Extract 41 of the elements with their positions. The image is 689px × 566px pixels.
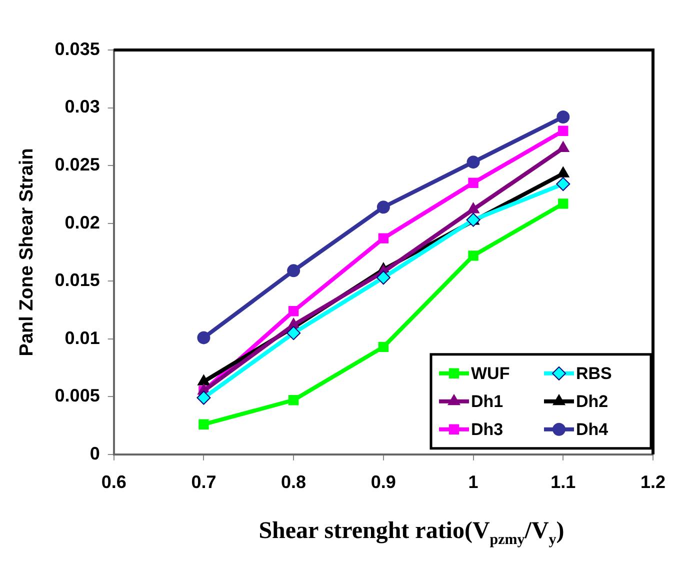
point [286, 326, 301, 340]
point [376, 200, 390, 214]
point [468, 250, 478, 261]
point [196, 390, 211, 405]
legend-label: RBS [576, 364, 612, 384]
point [376, 270, 390, 285]
point [288, 306, 299, 316]
point [378, 233, 389, 244]
x-tick-label: 0.6 [101, 472, 126, 492]
x-tick-label: 1 [468, 472, 478, 492]
y-tick-label: 0.02 [64, 212, 100, 232]
y-tick-label: 0.025 [54, 154, 100, 175]
point [287, 264, 300, 278]
x-tick-label: 1.1 [550, 472, 576, 492]
point [288, 395, 299, 406]
x-tick-label: 0.7 [191, 472, 216, 492]
point [558, 126, 568, 136]
x-tick-label: 1.2 [640, 472, 666, 492]
y-tick-label: 0 [90, 443, 100, 464]
point [197, 331, 210, 344]
x-tick-label: 0.8 [281, 472, 306, 492]
point [378, 342, 389, 352]
y-axis-title: Panl Zone Shear Strain [16, 148, 38, 356]
point [558, 198, 568, 209]
point [556, 110, 570, 124]
x-tick-label: 0.9 [370, 472, 396, 492]
y-tick-label: 0.03 [64, 96, 100, 117]
point [468, 178, 478, 188]
x-axis-title: Shear strenght ratio(V$_{pzmy}$/V$_{y}$) [258, 518, 566, 549]
legend-label: Dh1 [471, 392, 504, 412]
y-tick-label: 0.01 [64, 328, 100, 348]
legend-label: Dh3 [471, 420, 504, 440]
legend-label: Dh4 [576, 420, 609, 440]
legend-label: WUF [471, 364, 510, 384]
y-tick-label: 0.005 [54, 386, 100, 406]
y-tick-label: 0.035 [54, 38, 100, 59]
point [466, 156, 480, 169]
y-tick-label: 0.015 [54, 270, 100, 290]
legend-label: Dh2 [576, 392, 608, 412]
point [556, 177, 570, 192]
point [198, 419, 209, 430]
